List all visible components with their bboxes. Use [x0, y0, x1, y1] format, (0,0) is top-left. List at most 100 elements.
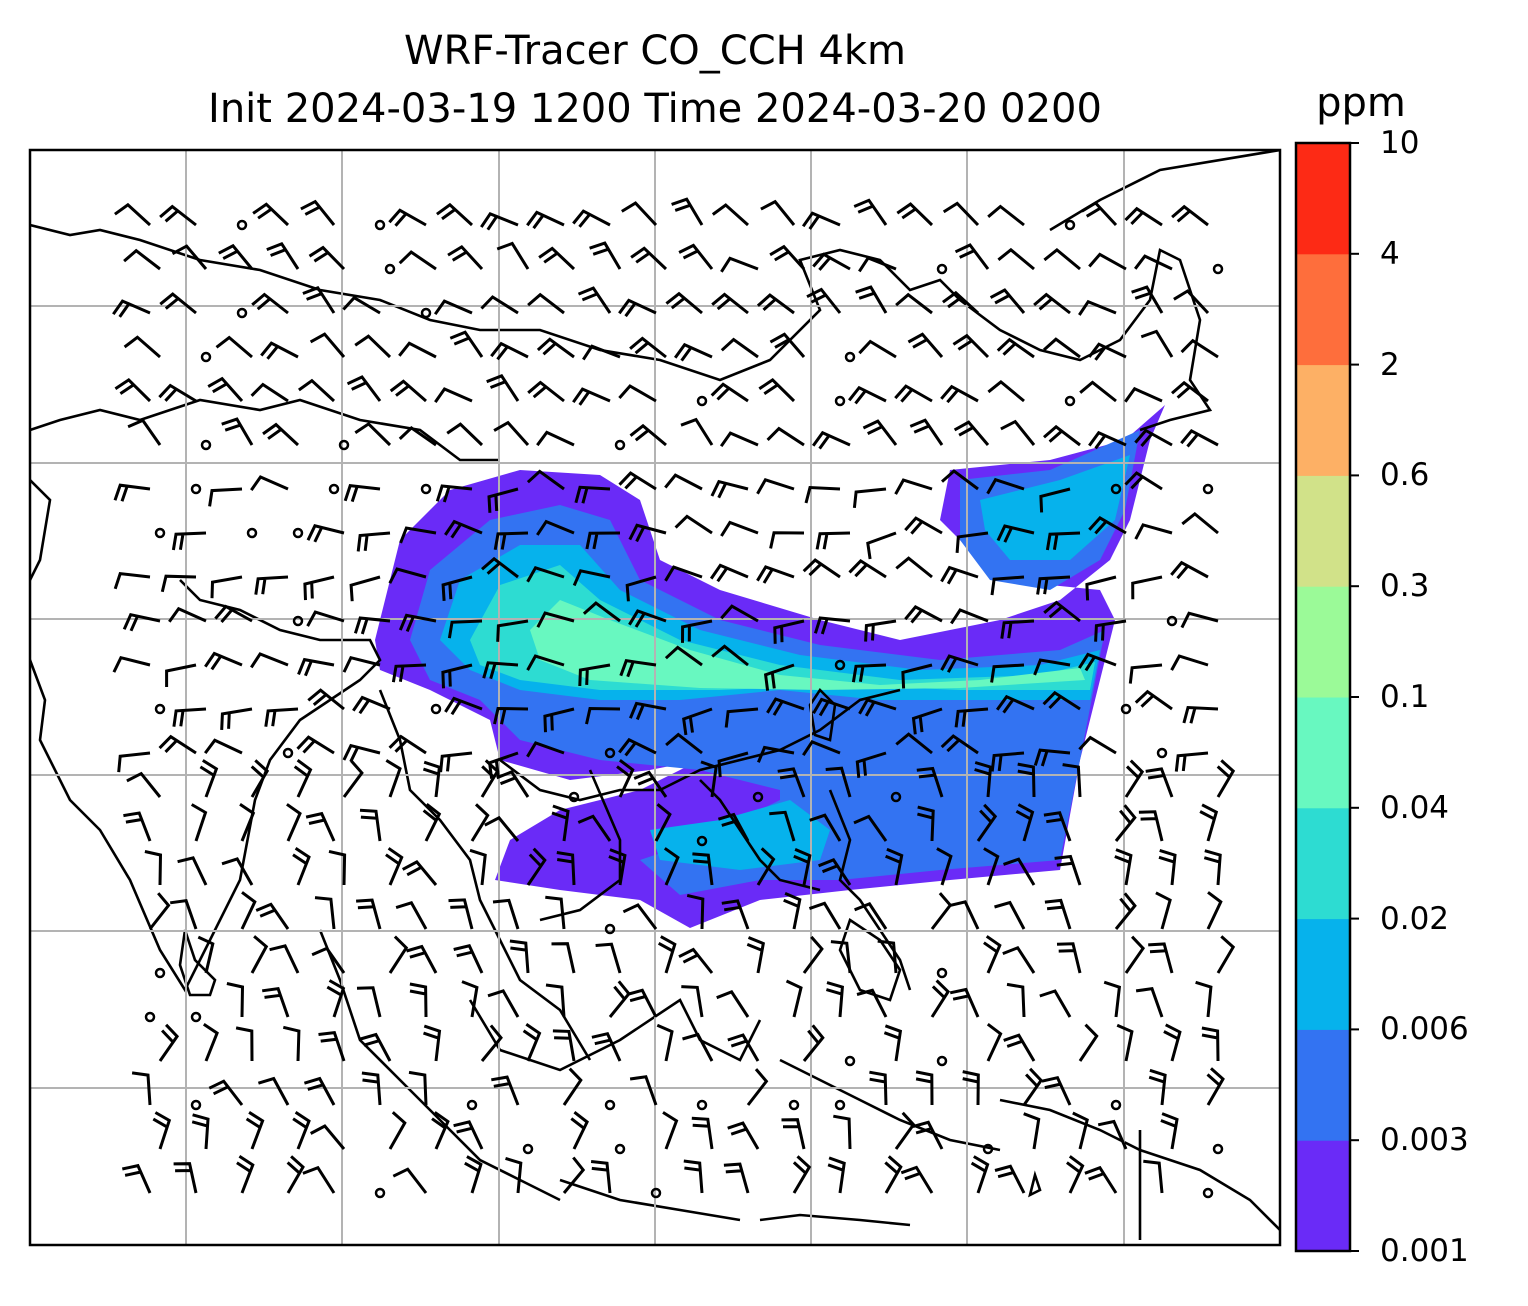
wind-barb	[1170, 654, 1209, 671]
wind-barb	[354, 421, 392, 447]
wind-barb	[994, 900, 1026, 930]
wind-barb	[250, 759, 270, 798]
calm-wind-marker	[1110, 483, 1122, 495]
calm-wind-marker	[696, 395, 708, 407]
wind-barb	[435, 484, 473, 503]
colorbar-unit: ppm	[1316, 80, 1406, 126]
wind-barb	[1041, 1075, 1072, 1106]
wind-barb	[461, 980, 479, 1018]
calm-wind-marker	[154, 527, 166, 539]
calm-wind-marker	[834, 659, 846, 671]
wind-barb	[526, 469, 565, 491]
wind-barb	[1138, 810, 1164, 842]
wind-barb	[994, 1164, 1026, 1194]
colorbar-tick-label: 0.001	[1380, 1233, 1469, 1269]
wind-barb	[480, 1024, 503, 1062]
wind-barb	[983, 935, 1002, 974]
wind-barb	[894, 1111, 916, 1150]
wind-barb	[720, 337, 759, 359]
wind-barb	[629, 423, 667, 447]
calm-wind-marker	[292, 615, 304, 627]
calm-wind-marker	[522, 1143, 534, 1155]
wind-barb	[1043, 424, 1081, 447]
wind-barb	[487, 487, 519, 513]
wind-barb	[490, 341, 529, 361]
wind-barb	[208, 1079, 244, 1106]
wind-barb	[1078, 652, 1117, 672]
wind-barb	[766, 697, 805, 716]
wind-barb	[1195, 980, 1213, 1018]
calm-wind-marker	[614, 1143, 626, 1155]
calm-wind-marker	[144, 1011, 156, 1023]
wind-barb	[811, 430, 851, 450]
wind-barb	[385, 847, 404, 886]
wind-barb	[907, 332, 944, 358]
wind-barb	[895, 556, 933, 579]
wind-barb	[711, 644, 749, 667]
map-subtitle: Init 2024-03-19 1200 Time 2024-03-20 020…	[208, 86, 1102, 132]
wind-barb	[1148, 942, 1174, 974]
wind-barb	[255, 902, 290, 930]
wind-barb	[117, 751, 151, 773]
wind-barb	[663, 847, 680, 886]
wind-barb	[353, 616, 391, 635]
wind-barb	[551, 804, 570, 842]
wind-barb	[1066, 1155, 1085, 1194]
wind-barb	[608, 848, 627, 886]
wind-barb	[481, 556, 519, 579]
wind-barb	[286, 803, 302, 842]
wind-barb	[342, 655, 381, 673]
wind-barb	[665, 732, 703, 755]
wind-barb	[486, 374, 520, 402]
calm-wind-marker	[890, 791, 902, 803]
calm-wind-marker	[936, 1055, 948, 1067]
wind-barb	[526, 654, 565, 671]
wind-barb	[545, 983, 566, 1018]
wind-barb	[858, 256, 897, 273]
wind-barb	[1124, 935, 1146, 974]
wind-barb	[854, 902, 888, 930]
wind-barb	[989, 288, 1026, 314]
wind-barb	[1174, 751, 1209, 772]
wind-barb	[527, 380, 565, 403]
wind-barb	[904, 516, 943, 535]
wind-barb	[526, 565, 565, 583]
wind-barb	[1088, 252, 1127, 271]
wind-barb	[342, 759, 364, 798]
calm-wind-marker	[936, 263, 948, 275]
wind-barb	[801, 211, 841, 230]
calm-wind-marker	[190, 1011, 202, 1023]
wind-barb	[950, 608, 989, 625]
colorbar	[1294, 141, 1359, 1253]
wind-barb	[269, 944, 300, 974]
colorbar-tick-label: 2	[1380, 346, 1400, 383]
wind-barb	[654, 803, 672, 842]
wind-barb	[578, 663, 611, 687]
wind-barb	[662, 1111, 679, 1150]
wind-barb	[562, 1156, 586, 1194]
wind-barb	[954, 707, 989, 728]
wind-barb	[896, 202, 934, 227]
wind-barb	[1097, 1119, 1128, 1150]
wind-barb	[608, 980, 631, 1018]
calm-wind-marker	[1212, 1143, 1224, 1155]
wind-barb	[121, 1163, 152, 1194]
wind-barb	[1124, 471, 1163, 491]
wind-barb	[470, 803, 490, 842]
wind-barb	[173, 1162, 198, 1194]
wind-barb	[409, 982, 428, 1018]
wind-barb	[1078, 299, 1117, 316]
wind-barb	[492, 898, 520, 930]
wind-barb	[1078, 1023, 1099, 1062]
wind-barb	[996, 524, 1035, 543]
wind-barb	[756, 477, 795, 495]
wind-barb	[628, 609, 667, 628]
colorbar-segment	[1296, 1029, 1350, 1141]
calm-wind-marker	[282, 747, 294, 759]
wind-barb	[526, 741, 565, 758]
wind-barb	[493, 706, 529, 725]
wind-barb	[1158, 848, 1177, 886]
wind-barb	[177, 856, 208, 886]
wind-barb	[769, 810, 796, 842]
wind-barb	[625, 575, 657, 602]
